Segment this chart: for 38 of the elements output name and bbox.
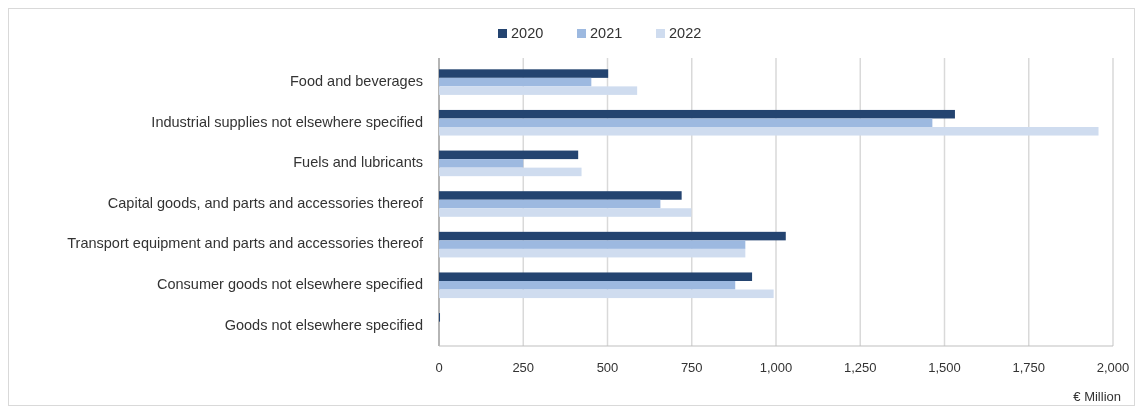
- x-axis-title: € Million: [1073, 389, 1121, 404]
- x-tick-label: 500: [596, 360, 619, 375]
- y-tick-label: Consumer goods not elsewhere specified: [157, 276, 423, 293]
- bar: [439, 208, 692, 217]
- legend-label: 2020: [511, 24, 544, 41]
- bar: [439, 191, 682, 200]
- x-tick-label: 1,250: [843, 360, 877, 375]
- bar: [439, 109, 955, 119]
- bar: [439, 240, 746, 249]
- x-tick-label: 750: [680, 360, 703, 375]
- bar: [439, 280, 736, 290]
- y-tick-label: Food and beverages: [289, 72, 423, 89]
- x-tick-label: 1,750: [1012, 360, 1046, 375]
- bar: [439, 199, 661, 209]
- bar: [439, 159, 524, 168]
- legend-label: 2022: [669, 24, 702, 41]
- y-tick-label: Fuels and lubricants: [293, 154, 423, 171]
- bar: [439, 272, 753, 281]
- bar: [439, 150, 579, 160]
- bar: [439, 167, 582, 177]
- x-tick-label: 2,000: [1096, 360, 1130, 375]
- bar: [439, 127, 1099, 136]
- bar: [439, 289, 774, 299]
- y-tick-label: Transport equipment and parts and accessories thereof: [67, 235, 424, 252]
- legend-label: 2021: [590, 24, 623, 41]
- y-tick-label: Capital goods, and parts and accessories thereof: [107, 194, 424, 211]
- y-tick-label: Goods not elsewhere specified: [224, 316, 423, 333]
- bar: [439, 69, 609, 78]
- x-tick-label: 250: [512, 360, 535, 375]
- y-tick-label: Industrial supplies not elsewhere specified: [151, 113, 423, 130]
- x-tick-label: 1,500: [928, 360, 961, 375]
- x-tick-label: 0: [435, 360, 443, 375]
- bar: [439, 86, 638, 95]
- bar: [439, 248, 746, 258]
- bar: [439, 77, 592, 87]
- x-tick-label: 1,000: [759, 360, 793, 375]
- bar: [439, 231, 786, 241]
- bar: [439, 118, 933, 128]
